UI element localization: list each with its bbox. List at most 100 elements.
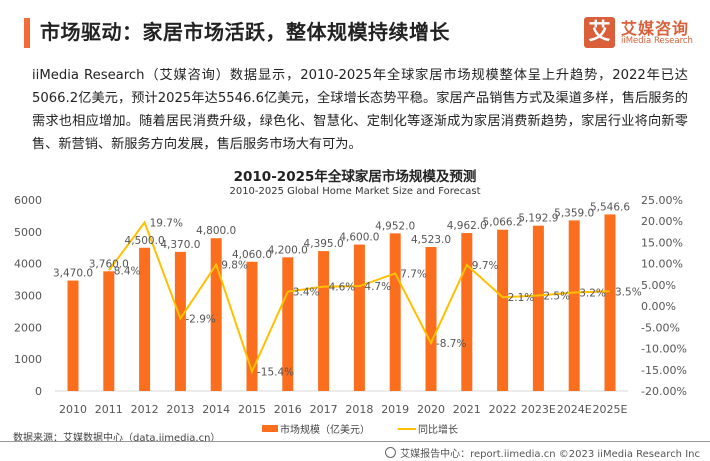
x-tick-label: 2018 — [345, 403, 373, 416]
bar-value-label: 5,192.9 — [518, 213, 558, 225]
bar — [389, 233, 401, 391]
report-center-icon — [385, 447, 397, 458]
bar — [282, 257, 294, 391]
bar — [353, 244, 365, 391]
y-left-tick-label: 4000 — [14, 258, 42, 271]
bar-value-label: 4,200.0 — [268, 244, 308, 256]
brand-logo: 艾 艾媒咨询 iiMedia Research — [584, 17, 704, 53]
chart-title: 2010-2025年全球家居市场规模及预测 — [233, 169, 477, 185]
footer-divider — [0, 441, 710, 442]
legend-line-label: 同比增长 — [418, 425, 458, 436]
legend-bar-swatch — [262, 425, 278, 432]
chart-legend: 市场规模（亿美元） 同比增长 — [262, 421, 458, 436]
y-right-tick-label: 25.00% — [641, 194, 683, 207]
chart-subtitle: 2010-2025 Global Home Market Size and Fo… — [229, 186, 481, 197]
y-right-tick-label: 10.00% — [641, 258, 683, 271]
x-tick-label: 2014 — [202, 403, 230, 416]
x-tick-label: 2013 — [166, 403, 194, 416]
logo-cn-text: 艾媒咨询 — [621, 19, 690, 38]
data-source: 数据来源：艾媒数据中心（data.iimedia.cn） — [13, 433, 221, 444]
growth-value-label: 2.1% — [508, 292, 535, 304]
bar-value-label: 4,370.0 — [160, 239, 200, 251]
bar — [103, 271, 115, 391]
x-tick-label: 2017 — [310, 403, 338, 416]
y-left-tick-label: 1000 — [14, 353, 42, 366]
bar — [246, 261, 258, 391]
x-tick-label: 2016 — [274, 403, 302, 416]
logo-mark-icon: 艾 — [584, 17, 615, 48]
y-right-tick-label: -10.00% — [641, 343, 687, 356]
bar — [210, 238, 222, 391]
bar — [139, 247, 151, 391]
title-accent-bar — [24, 18, 30, 48]
growth-value-label: 3.2% — [579, 288, 606, 300]
bar-value-label: 4,952.0 — [375, 220, 415, 232]
growth-value-label: 19.7% — [150, 217, 183, 229]
bar — [568, 220, 580, 391]
bar-value-label: 5,359.0 — [554, 207, 594, 219]
growth-value-label: 2.5% — [543, 291, 570, 303]
bar-value-label: 4,800.0 — [196, 225, 236, 237]
bar-value-label: 4,500.0 — [125, 235, 165, 247]
footer: 艾媒报告中心：report.iimedia.cn ©2023 iiMedia R… — [385, 445, 700, 460]
growth-line — [107, 220, 611, 375]
bar-value-label: 4,395.0 — [304, 238, 344, 250]
y-right-tick-label: 15.00% — [641, 236, 683, 249]
growth-value-label: 7.7% — [400, 268, 427, 280]
y-left-tick-label: 6000 — [14, 194, 42, 207]
logo-en-text: iiMedia Research — [621, 36, 693, 46]
y-left-tick-label: 0 — [35, 385, 42, 398]
y-right-tick-label: 0.00% — [641, 300, 676, 313]
growth-value-label: -2.9% — [185, 313, 215, 325]
body-paragraph: iiMedia Research（艾媒咨询）数据显示，2010-2025年全球家… — [32, 68, 688, 152]
x-tick-label: 2010 — [59, 403, 87, 416]
bar — [425, 247, 437, 391]
bar-value-label: 4,523.0 — [411, 234, 451, 246]
page-title: 市场驱动：家居市场活跃，整体规模持续增长 — [40, 20, 450, 44]
y-right-tick-label: -5.00% — [641, 321, 680, 334]
x-tick-label: 2011 — [95, 403, 123, 416]
bar-value-label: 5,546.6 — [590, 201, 630, 213]
growth-value-label: 9.8% — [221, 260, 248, 272]
growth-value-label: 3.5% — [615, 286, 642, 298]
y-left-tick-label: 3000 — [14, 290, 42, 303]
bar — [532, 225, 544, 391]
bar — [67, 280, 79, 391]
x-tick-label: 2019 — [381, 403, 409, 416]
growth-value-label: 3.4% — [293, 287, 320, 299]
bar-value-label: 5,066.2 — [483, 217, 523, 229]
y-left-tick-label: 2000 — [14, 321, 42, 334]
bar-value-label: 4,060.0 — [232, 249, 272, 261]
x-tick-label: 2022 — [489, 403, 517, 416]
legend-line-swatch — [398, 427, 416, 430]
growth-value-label: 8.4% — [114, 265, 141, 277]
y-right-tick-label: -20.00% — [641, 385, 687, 398]
growth-value-label: 4.7% — [364, 281, 391, 293]
x-tick-label: 2021 — [453, 403, 481, 416]
growth-value-label: 9.7% — [472, 260, 499, 272]
legend-bar-label: 市场规模（亿美元） — [280, 425, 370, 436]
y-left-tick-label: 5000 — [14, 226, 42, 239]
y-right-tick-label: 5.00% — [641, 279, 676, 292]
y-right-tick-label: 20.00% — [641, 215, 683, 228]
growth-value-label: -8.7% — [436, 338, 466, 350]
bar — [497, 229, 509, 391]
y-right-tick-label: -15.00% — [641, 364, 687, 377]
bar — [318, 251, 330, 391]
x-tick-label: 2015 — [238, 403, 266, 416]
x-tick-label: 2020 — [417, 403, 445, 416]
x-tick-label: 2024E — [557, 403, 592, 416]
x-tick-label: 2012 — [131, 403, 159, 416]
x-tick-label: 2025E — [593, 403, 628, 416]
bar-value-label: 4,962.0 — [447, 220, 487, 232]
footer-text: 艾媒报告中心：report.iimedia.cn ©2023 iiMedia R… — [400, 449, 700, 460]
bar-value-label: 4,600.0 — [339, 232, 379, 244]
bar — [174, 251, 186, 391]
bar-value-label: 3,470.0 — [53, 268, 93, 280]
bar — [604, 214, 616, 391]
growth-value-label: 4.6% — [329, 282, 356, 294]
growth-value-label: -15.4% — [257, 366, 294, 378]
bar — [461, 233, 473, 391]
bar-value-label: 3,760.0 — [89, 258, 129, 270]
